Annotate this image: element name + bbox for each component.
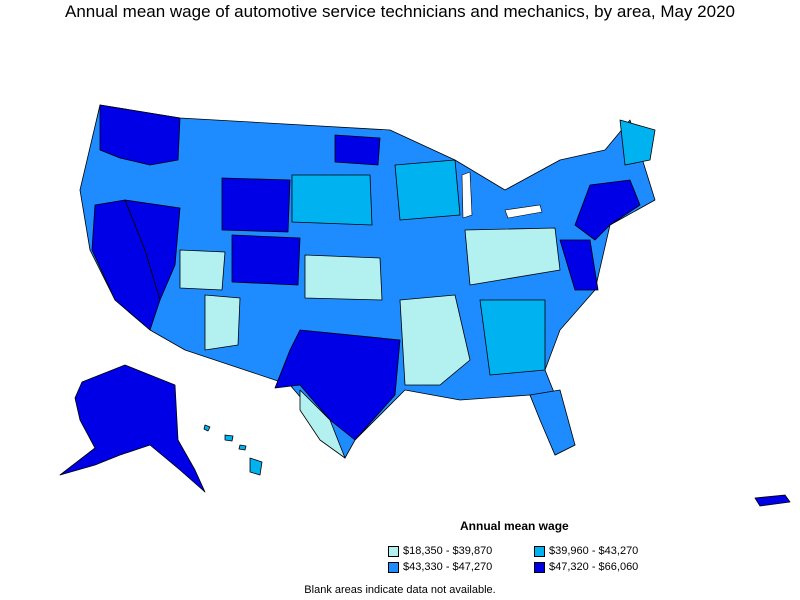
legend-swatch-1 [388, 545, 399, 557]
legend: $18,350 - $39,870 $39,960 - $43,270 $43,… [388, 545, 664, 573]
region-nevada [124, 199, 181, 301]
region-plains [304, 254, 383, 301]
region-arizona [204, 294, 241, 351]
region-colorado [231, 234, 301, 286]
region-northwest [99, 104, 181, 166]
alaska [59, 364, 206, 493]
region-west-texas [299, 389, 346, 459]
legend-item-3: $43,330 - $47,270 [388, 561, 534, 573]
region-florida [529, 389, 576, 456]
region-texas [274, 329, 401, 441]
legend-label-4: $47,320 - $66,060 [549, 561, 639, 573]
region-utah [179, 249, 226, 291]
puerto-rico [754, 494, 791, 507]
legend-item-2: $39,960 - $43,270 [534, 545, 664, 557]
region-wyoming [221, 177, 291, 233]
legend-title: Annual mean wage [460, 519, 569, 533]
legend-item-1: $18,350 - $39,870 [388, 545, 534, 557]
footnote: Blank areas indicate data not available. [304, 584, 496, 596]
region-upper-midwest [291, 174, 373, 226]
legend-swatch-3 [388, 561, 399, 573]
region-northeast [574, 179, 641, 241]
legend-swatch-4 [534, 561, 545, 573]
region-south-central [399, 294, 471, 386]
legend-swatch-2 [534, 545, 545, 557]
region-southeast-coast [479, 299, 546, 376]
legend-label-3: $43,330 - $47,270 [403, 561, 493, 573]
hawaii [203, 424, 263, 476]
region-mid-atlantic [559, 239, 599, 291]
region-appalachia [464, 227, 561, 286]
lake-michigan [461, 171, 473, 219]
map-title: Annual mean wage of automotive service t… [65, 2, 735, 21]
legend-item-4: $47,320 - $66,060 [534, 561, 664, 573]
lake-erie [504, 204, 543, 219]
legend-label-1: $18,350 - $39,870 [403, 545, 493, 557]
legend-label-2: $39,960 - $43,270 [549, 545, 639, 557]
region-north-dakota [334, 134, 381, 166]
region-maine [619, 119, 656, 166]
region-great-lakes [394, 159, 461, 221]
